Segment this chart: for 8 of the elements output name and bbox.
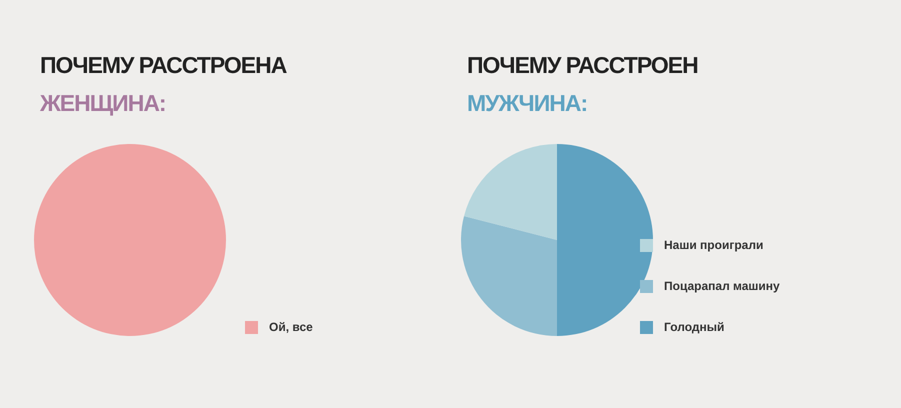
chart-subtitle: ЖЕНЩИНА: bbox=[40, 90, 166, 117]
legend-label: Ой, все bbox=[269, 320, 313, 334]
legend-label: Поцарапал машину bbox=[664, 279, 780, 293]
chart-title: ПОЧЕМУ РАССТРОЕНА bbox=[40, 52, 286, 79]
chart-title: ПОЧЕМУ РАССТРОЕН bbox=[467, 52, 698, 79]
legend-label: Голодный bbox=[664, 320, 724, 334]
chart-subtitle: МУЖЧИНА: bbox=[467, 90, 588, 117]
legend-label: Наши проиграли bbox=[664, 238, 764, 252]
